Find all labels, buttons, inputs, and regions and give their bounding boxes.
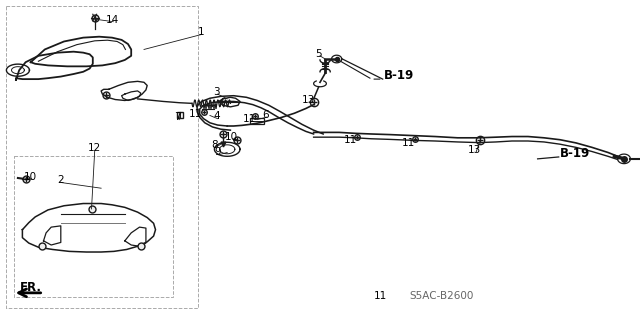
Text: S5AC-B2600: S5AC-B2600 <box>410 291 474 301</box>
Bar <box>14 156 173 297</box>
Text: 12: 12 <box>88 143 101 153</box>
Text: 13: 13 <box>468 145 481 155</box>
Text: 7: 7 <box>175 112 181 122</box>
Text: FR.: FR. <box>20 281 42 293</box>
Text: 11: 11 <box>402 138 415 148</box>
Text: 11: 11 <box>374 291 387 301</box>
Bar <box>6 6 198 308</box>
Text: 4: 4 <box>213 111 220 122</box>
Text: B-19: B-19 <box>384 70 414 82</box>
Text: 10: 10 <box>225 131 238 142</box>
Text: 10: 10 <box>24 172 37 182</box>
Text: 2: 2 <box>58 175 64 185</box>
Text: B-19: B-19 <box>560 147 590 160</box>
Text: 11: 11 <box>243 114 256 124</box>
Text: 11: 11 <box>189 109 202 119</box>
Bar <box>250 118 264 124</box>
Text: 5: 5 <box>316 48 322 59</box>
Text: 9: 9 <box>214 147 221 158</box>
Text: 11: 11 <box>344 135 357 145</box>
Text: 8: 8 <box>211 140 218 150</box>
Text: 3: 3 <box>213 87 220 97</box>
Text: 13: 13 <box>302 94 315 105</box>
Text: 1: 1 <box>198 27 205 37</box>
Text: 6: 6 <box>262 110 269 120</box>
Text: 14: 14 <box>106 15 118 25</box>
